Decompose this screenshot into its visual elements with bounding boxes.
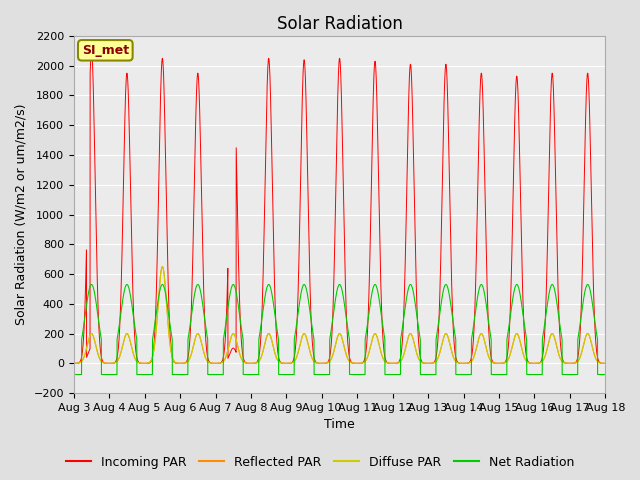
Diffuse PAR bbox=[429, 360, 437, 366]
Incoming PAR bbox=[489, 359, 497, 364]
Text: SI_met: SI_met bbox=[82, 44, 129, 57]
Line: Incoming PAR: Incoming PAR bbox=[74, 51, 605, 363]
Incoming PAR bbox=[429, 360, 437, 366]
Reflected PAR bbox=[459, 360, 467, 366]
Diffuse PAR bbox=[320, 360, 328, 366]
Net Radiation bbox=[429, 372, 437, 377]
Title: Solar Radiation: Solar Radiation bbox=[276, 15, 403, 33]
Net Radiation bbox=[70, 372, 77, 377]
Diffuse PAR bbox=[602, 360, 609, 366]
Incoming PAR bbox=[495, 360, 503, 366]
Net Radiation bbox=[602, 372, 609, 377]
Reflected PAR bbox=[429, 360, 437, 366]
Reflected PAR bbox=[489, 360, 497, 365]
Incoming PAR bbox=[88, 48, 95, 54]
Reflected PAR bbox=[166, 336, 173, 341]
Incoming PAR bbox=[602, 360, 609, 366]
Incoming PAR bbox=[601, 360, 609, 366]
Diffuse PAR bbox=[70, 360, 77, 366]
Diffuse PAR bbox=[166, 336, 173, 341]
Diffuse PAR bbox=[459, 360, 467, 366]
Incoming PAR bbox=[320, 360, 328, 366]
Incoming PAR bbox=[70, 360, 77, 366]
Legend: Incoming PAR, Reflected PAR, Diffuse PAR, Net Radiation: Incoming PAR, Reflected PAR, Diffuse PAR… bbox=[61, 451, 579, 474]
Y-axis label: Solar Radiation (W/m2 or um/m2/s): Solar Radiation (W/m2 or um/m2/s) bbox=[15, 104, 28, 325]
Net Radiation bbox=[601, 372, 609, 377]
Reflected PAR bbox=[159, 264, 166, 269]
Line: Net Radiation: Net Radiation bbox=[74, 285, 605, 374]
Diffuse PAR bbox=[159, 264, 166, 269]
Diffuse PAR bbox=[601, 360, 609, 366]
Line: Diffuse PAR: Diffuse PAR bbox=[74, 266, 605, 363]
Net Radiation bbox=[489, 372, 497, 377]
Net Radiation bbox=[166, 317, 173, 323]
Net Radiation bbox=[459, 372, 467, 377]
Line: Reflected PAR: Reflected PAR bbox=[74, 266, 605, 363]
Reflected PAR bbox=[320, 360, 328, 366]
X-axis label: Time: Time bbox=[324, 419, 355, 432]
Incoming PAR bbox=[459, 360, 467, 366]
Reflected PAR bbox=[601, 360, 609, 366]
Net Radiation bbox=[320, 372, 328, 377]
Net Radiation bbox=[88, 282, 95, 288]
Incoming PAR bbox=[166, 317, 173, 323]
Reflected PAR bbox=[70, 360, 77, 366]
Reflected PAR bbox=[602, 360, 609, 366]
Diffuse PAR bbox=[489, 360, 497, 365]
